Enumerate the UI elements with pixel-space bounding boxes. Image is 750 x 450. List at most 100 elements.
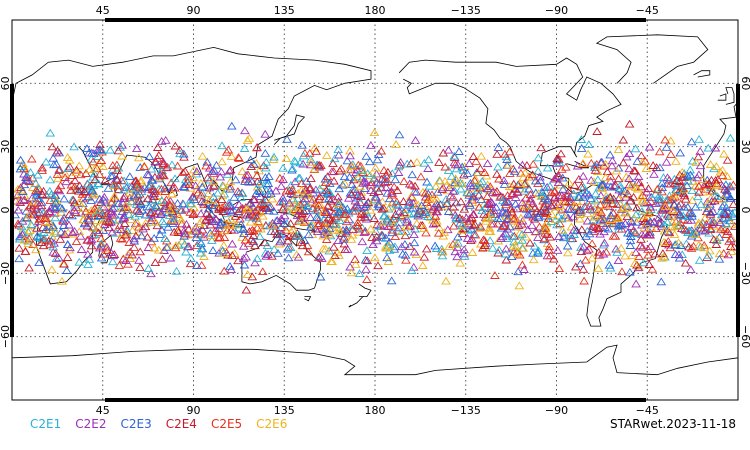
- observation-marker: [204, 163, 215, 172]
- observation-marker: [208, 165, 219, 174]
- observation-marker: [484, 223, 495, 232]
- observation-marker: [260, 195, 271, 204]
- observation-marker: [150, 217, 161, 226]
- observation-marker: [119, 176, 129, 185]
- observation-marker: [527, 172, 537, 181]
- observation-marker: [500, 208, 511, 217]
- observation-marker: [430, 211, 441, 220]
- observation-marker: [411, 219, 422, 227]
- observation-marker: [140, 218, 151, 227]
- observation-marker: [710, 143, 721, 152]
- observation-marker: [418, 187, 428, 196]
- observation-marker: [718, 214, 729, 223]
- observation-marker: [39, 233, 50, 242]
- observation-marker: [721, 186, 732, 195]
- observation-marker: [243, 177, 254, 185]
- observation-marker: [247, 272, 258, 281]
- observation-marker: [576, 135, 587, 143]
- observation-marker: [84, 165, 95, 173]
- observation-marker: [577, 197, 588, 205]
- observation-marker: [313, 219, 324, 228]
- observation-marker: [172, 225, 183, 234]
- observation-marker: [626, 222, 637, 231]
- observation-marker: [502, 214, 513, 223]
- observation-marker: [339, 232, 349, 241]
- observation-marker: [496, 234, 506, 243]
- map-title: STARwet.2023-11-18: [609, 417, 736, 431]
- coastline-4: [273, 114, 306, 145]
- observation-marker: [149, 189, 160, 197]
- observation-marker: [254, 218, 264, 226]
- observation-marker: [19, 235, 30, 244]
- observation-marker: [569, 201, 580, 210]
- observation-marker: [605, 150, 615, 159]
- observation-marker: [709, 196, 720, 205]
- observation-marker: [453, 178, 464, 187]
- observation-marker: [241, 170, 251, 179]
- observation-marker: [286, 202, 297, 211]
- observation-marker: [94, 243, 105, 252]
- observation-marker: [632, 260, 642, 269]
- observation-marker: [400, 239, 410, 248]
- observation-marker: [45, 196, 56, 204]
- observation-marker: [637, 157, 648, 166]
- observation-marker: [190, 181, 201, 190]
- observation-marker: [94, 170, 105, 179]
- observation-marker: [75, 231, 86, 240]
- observation-marker: [541, 209, 552, 217]
- observation-marker: [172, 161, 183, 170]
- observation-marker: [30, 179, 41, 187]
- observation-marker: [362, 275, 372, 283]
- observation-marker: [602, 167, 613, 176]
- observation-marker: [418, 209, 429, 218]
- observation-marker: [195, 248, 206, 257]
- observation-marker: [458, 166, 469, 174]
- observation-marker: [197, 182, 208, 191]
- observation-marker: [225, 182, 236, 191]
- observation-marker: [393, 223, 404, 232]
- observation-marker: [319, 188, 329, 197]
- observation-marker: [431, 216, 442, 225]
- observation-marker: [185, 259, 196, 268]
- observation-marker: [492, 214, 503, 222]
- observation-marker: [32, 231, 43, 240]
- observation-marker: [248, 231, 259, 239]
- observation-marker: [500, 198, 511, 206]
- observation-marker: [55, 234, 66, 243]
- observation-marker: [386, 276, 397, 285]
- observation-marker: [373, 261, 383, 270]
- observation-marker: [339, 210, 350, 219]
- observation-marker: [542, 230, 552, 238]
- observation-marker: [427, 194, 438, 203]
- observation-marker: [507, 189, 518, 198]
- observation-marker: [680, 194, 691, 203]
- observation-marker: [630, 144, 641, 153]
- observation-marker: [191, 226, 202, 235]
- observation-marker: [399, 177, 409, 185]
- observation-marker: [419, 158, 430, 167]
- observation-marker: [149, 192, 159, 201]
- observation-marker: [260, 129, 271, 138]
- observation-marker: [185, 199, 196, 208]
- observation-marker: [353, 173, 363, 182]
- observation-marker: [527, 220, 537, 229]
- observation-marker: [444, 183, 455, 192]
- observation-marker: [593, 195, 603, 204]
- observation-marker: [27, 183, 38, 191]
- observation-marker: [275, 223, 286, 231]
- observation-marker: [146, 164, 157, 173]
- observation-marker: [604, 195, 614, 204]
- observation-marker: [326, 257, 336, 265]
- observation-marker: [486, 197, 496, 206]
- observation-marker: [292, 194, 303, 203]
- observation-marker: [515, 250, 525, 259]
- observation-marker: [37, 190, 48, 199]
- observation-marker: [271, 186, 281, 195]
- observation-marker: [291, 231, 302, 240]
- observation-marker: [640, 156, 651, 165]
- observation-marker: [450, 247, 461, 256]
- observation-marker: [707, 219, 717, 228]
- observation-marker: [165, 253, 176, 262]
- observation-marker: [490, 271, 500, 279]
- observation-marker: [127, 226, 138, 234]
